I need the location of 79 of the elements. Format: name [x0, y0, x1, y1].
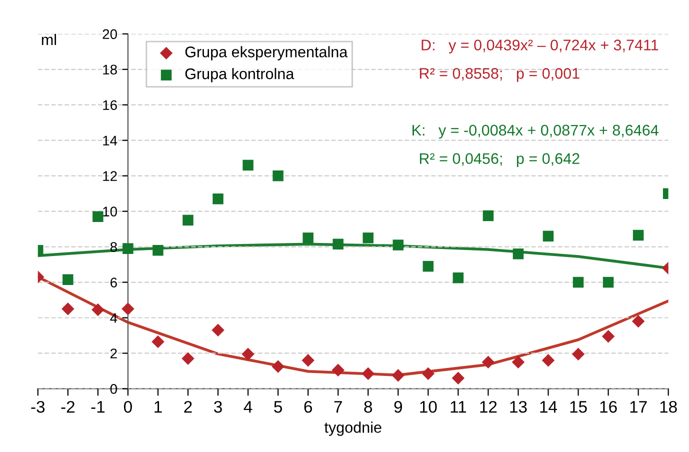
point [302, 354, 314, 367]
x-tick-label: 10 [420, 400, 437, 413]
point [362, 367, 374, 380]
point [92, 303, 104, 316]
point [602, 330, 615, 343]
x-tick-label: 12 [480, 400, 497, 413]
point [152, 244, 164, 256]
x-tick-label: 9 [394, 400, 402, 413]
point [632, 314, 645, 328]
x-tick-label: 18 [660, 400, 677, 413]
annotation: K: y = -0,0084x + 0,0877x + 8,6464 [412, 124, 658, 139]
x-tick-label: -3 [31, 400, 45, 413]
y-tick-label: 6 [110, 278, 117, 288]
annotation: R² = 0,8558; p = 0,001 [420, 68, 580, 82]
point [452, 272, 464, 284]
x-tick-label: -2 [61, 400, 74, 413]
x-tick-label: 11 [450, 401, 466, 413]
point [632, 230, 644, 241]
point [482, 210, 494, 222]
y-tick-label: 12 [103, 171, 117, 181]
point [512, 356, 525, 368]
point [422, 260, 434, 272]
legend-label: Grupa kontrolna [185, 68, 294, 82]
point [272, 170, 284, 182]
point [602, 276, 614, 288]
point [92, 211, 104, 222]
point [212, 194, 224, 204]
x-tick-label: 6 [304, 400, 312, 413]
point [122, 302, 134, 316]
point [512, 248, 524, 260]
point [182, 214, 194, 226]
point [302, 232, 314, 244]
point [482, 356, 495, 368]
x-tick-label: 5 [274, 401, 282, 413]
x-tick-label: 7 [334, 401, 342, 413]
x-tick-label: 2 [184, 400, 192, 413]
point [182, 352, 194, 365]
legend-label: Grupa eksperymentalna [185, 46, 348, 60]
point [542, 230, 554, 242]
point [242, 348, 254, 360]
x-tick-label: 13 [510, 400, 527, 413]
annotation: D: y = 0,0439x² – 0,724x + 3,7411 [422, 40, 658, 54]
y-tick-label: 20 [102, 29, 117, 40]
point [332, 364, 344, 376]
x-tick-label: 15 [570, 401, 587, 413]
y-tick-label: 18 [103, 64, 117, 75]
point [392, 240, 404, 250]
x-tick-label: 8 [364, 400, 372, 413]
y-tick-label: 2 [110, 348, 117, 358]
point [362, 232, 374, 244]
x-axis-title: tygodnie [324, 422, 382, 436]
annotation: R² = 0,0456; p = 0,642 [420, 153, 580, 168]
x-tick-label: 3 [214, 400, 222, 413]
y-tick-label: 0 [110, 384, 117, 394]
point [542, 354, 555, 367]
x-tick-label: 1 [154, 401, 162, 413]
point [452, 372, 465, 384]
point [62, 274, 74, 285]
y-axis-title: ml [42, 34, 56, 45]
x-tick-label: 17 [630, 401, 647, 413]
x-tick-label: 16 [600, 400, 617, 413]
point [332, 238, 344, 250]
x-tick-label: 4 [244, 401, 252, 413]
point [272, 360, 284, 373]
y-tick-label: 16 [103, 100, 117, 110]
point [122, 243, 134, 254]
x-tick-label: -1 [91, 401, 105, 413]
point [242, 160, 254, 171]
point [62, 302, 74, 316]
y-tick-label: 14 [103, 136, 118, 146]
point [392, 369, 405, 382]
point [212, 324, 224, 337]
point [422, 367, 435, 380]
y-tick-label: 10 [103, 206, 117, 216]
x-tick-label: 14 [540, 401, 558, 413]
point [572, 348, 585, 360]
point [572, 276, 584, 288]
x-tick-label: 0 [124, 400, 132, 413]
point [152, 335, 164, 348]
